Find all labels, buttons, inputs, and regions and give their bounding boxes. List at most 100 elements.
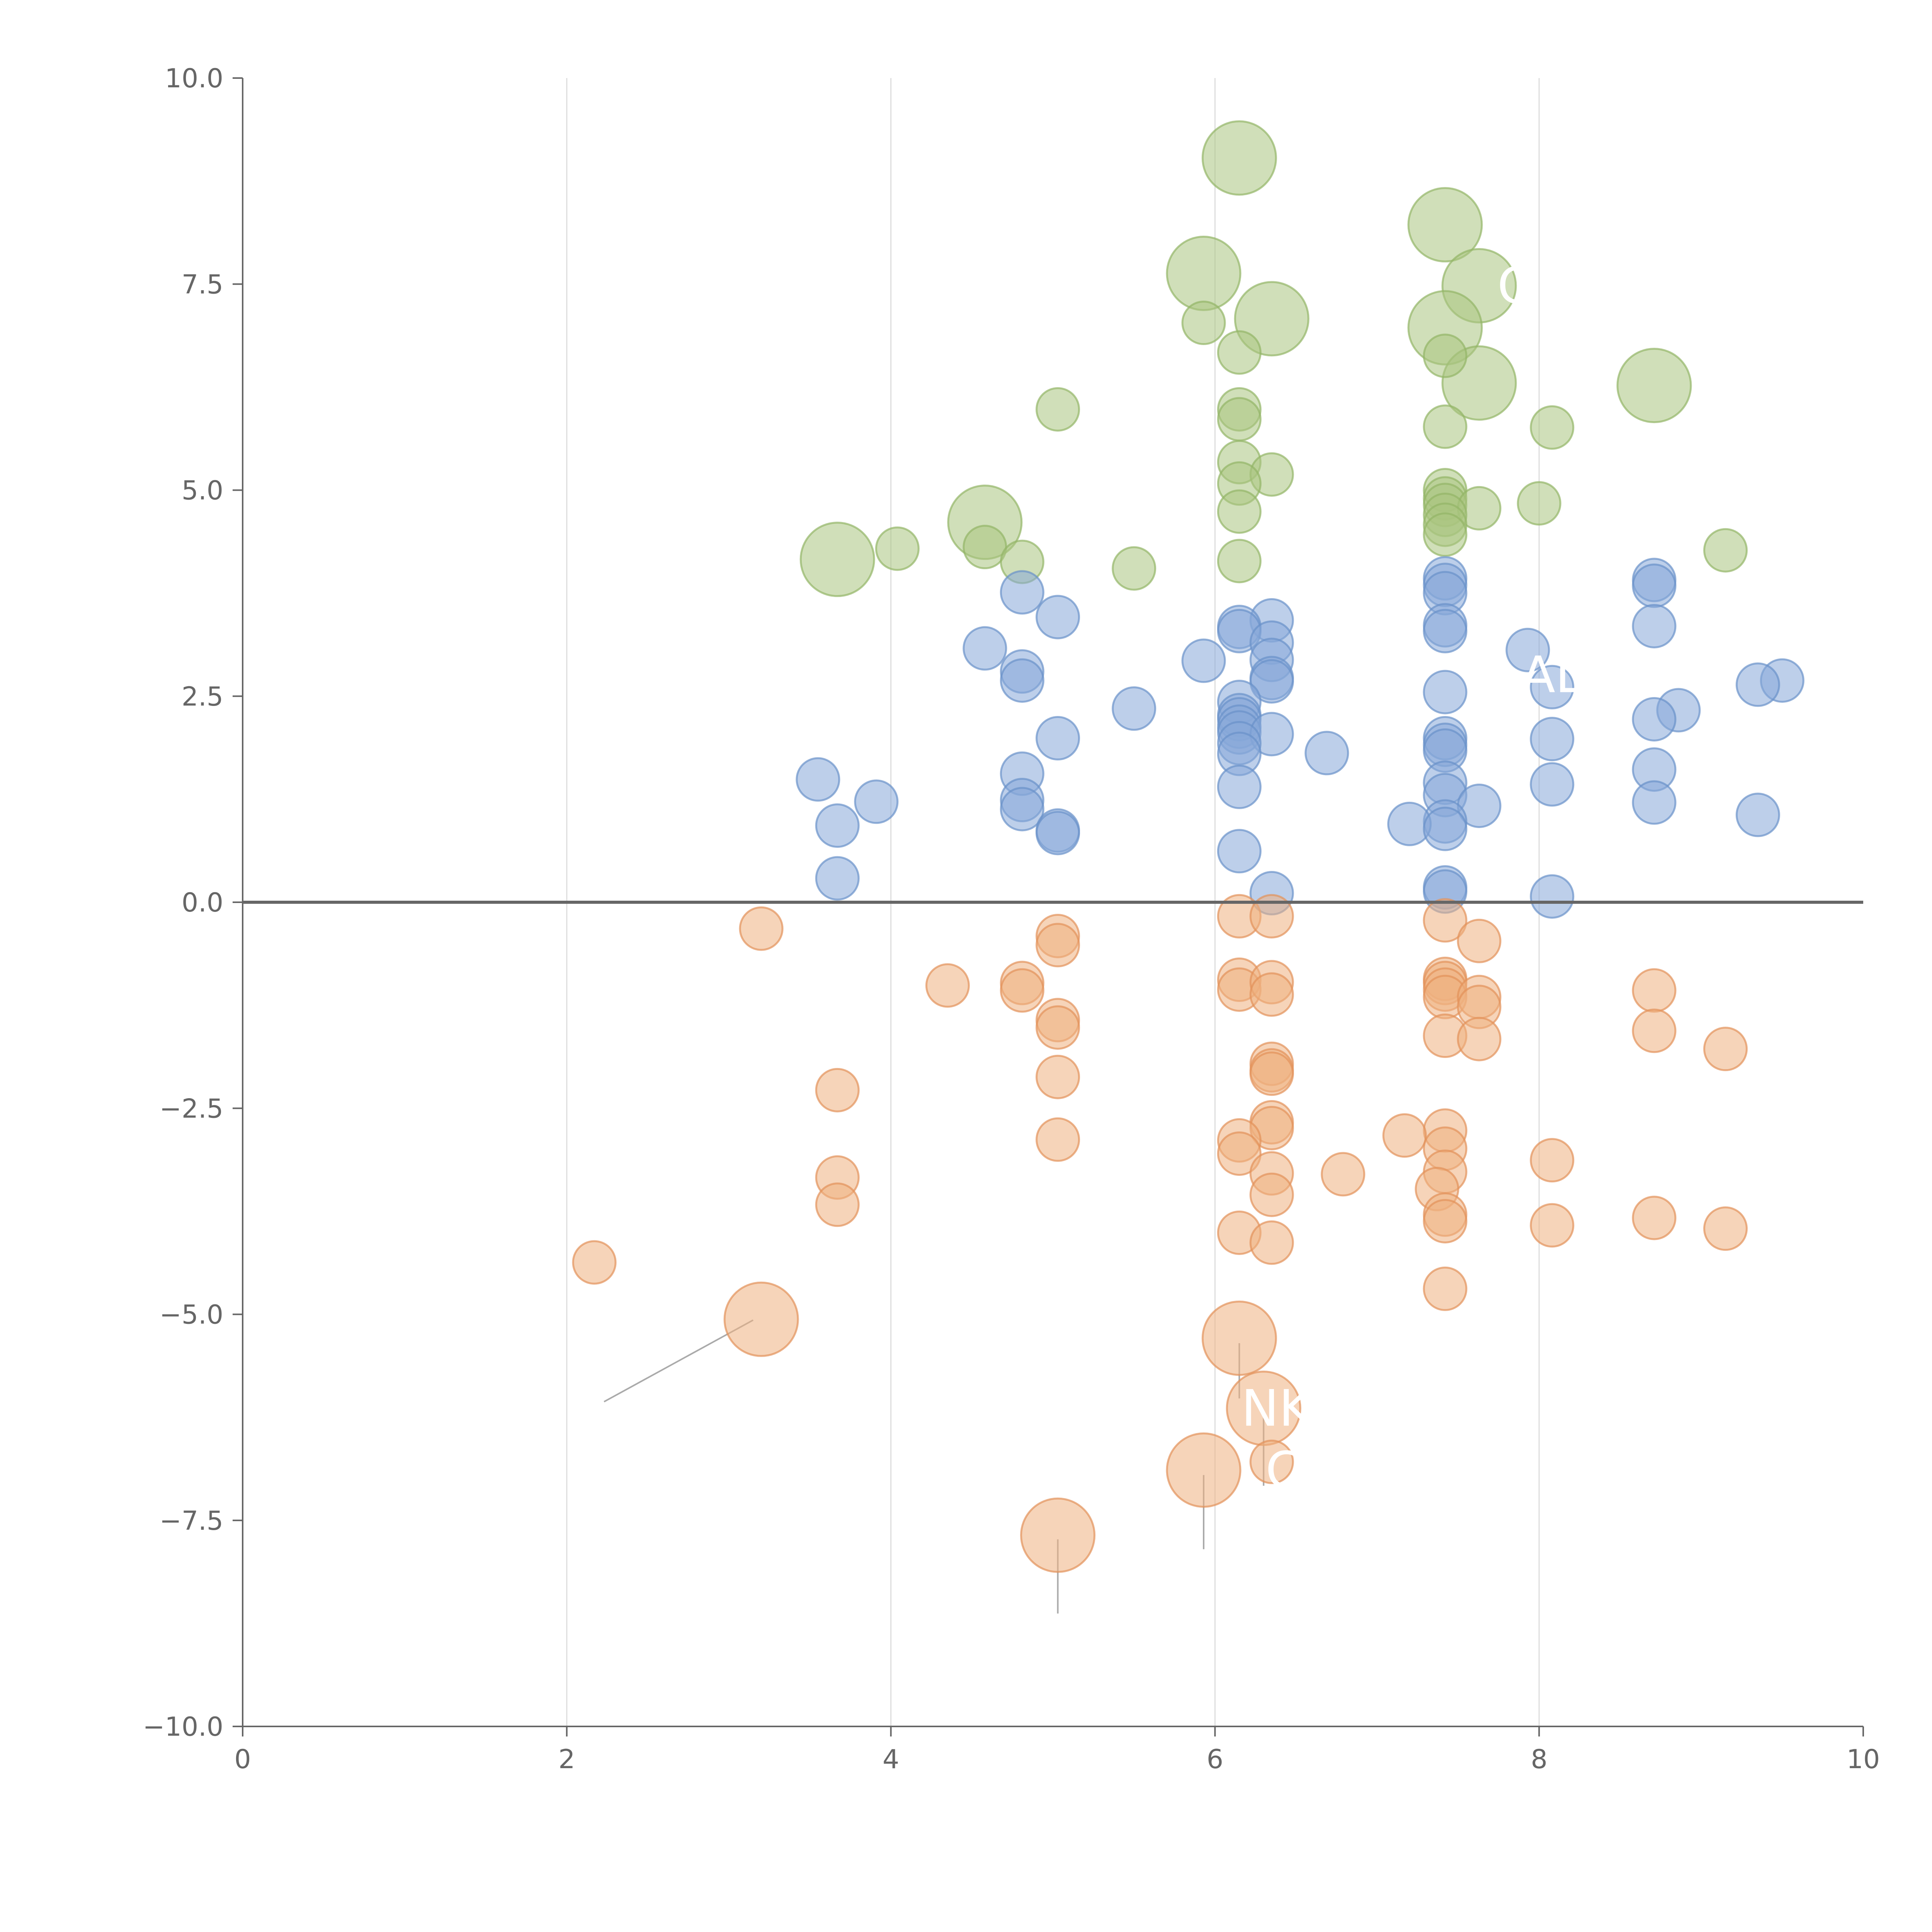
scatter-point	[1423, 898, 1468, 943]
scatter-point	[1036, 716, 1080, 761]
scatter-point	[572, 1240, 617, 1285]
scatter-point	[1249, 1220, 1294, 1265]
x-tick-label: 4	[883, 1744, 899, 1775]
point-label: NK	[1242, 1379, 1313, 1438]
scatter-point	[815, 856, 860, 901]
scatter-point	[723, 1281, 799, 1357]
scatter-point	[1382, 1113, 1427, 1158]
scatter-point	[1036, 1117, 1080, 1162]
scatter-point	[1036, 387, 1080, 432]
scatter-point	[1000, 968, 1044, 1013]
scatter-point	[1304, 731, 1349, 776]
y-tick-label: 10.0	[165, 63, 223, 94]
scatter-point	[1632, 604, 1677, 648]
scatter-point	[854, 779, 899, 824]
scatter-point	[1217, 489, 1262, 534]
scatter-point	[1703, 1027, 1748, 1071]
y-ticks: −10.0 −7.5 −5.0 −2.5 0.0 2.5 5.0 7.5 10.0	[143, 63, 243, 1742]
scatter-point	[1020, 1497, 1096, 1573]
scatter-point	[1321, 1152, 1366, 1197]
scatter-point	[796, 757, 840, 802]
scatter-point	[1036, 595, 1080, 639]
y-tick-label: −10.0	[143, 1712, 223, 1742]
scatter-point	[1181, 301, 1226, 345]
x-tick-label: 10	[1847, 1744, 1880, 1775]
scatter-point	[1249, 659, 1294, 704]
scatter-point	[1423, 1266, 1468, 1311]
scatter-point	[1423, 512, 1468, 557]
scatter-point	[1632, 968, 1677, 1013]
scatter-point	[1217, 829, 1262, 874]
scatter-point	[1530, 874, 1575, 919]
scatter-point	[1703, 528, 1748, 573]
x-ticks: 0 2 4 6 8 10	[234, 1726, 1880, 1775]
scatter-point	[1616, 348, 1692, 423]
scatter-point	[1036, 923, 1080, 968]
scatter-point	[1457, 1017, 1502, 1061]
scatter-point	[1217, 1131, 1262, 1176]
y-tick-label: 5.0	[182, 476, 223, 506]
point-label: C	[1497, 257, 1532, 315]
y-tick-label: 7.5	[182, 269, 223, 300]
point-label: C	[1265, 1441, 1301, 1500]
scatter-point	[1217, 539, 1262, 583]
scatter-point	[1249, 894, 1294, 939]
scatter-point	[1423, 609, 1468, 653]
scatter-point	[1530, 1138, 1575, 1183]
y-tick-label: −5.0	[160, 1300, 223, 1330]
scatter-point	[1181, 638, 1226, 683]
point-label: AL	[1521, 645, 1583, 704]
scatter-point	[1530, 405, 1575, 450]
x-tick-label: 0	[234, 1744, 251, 1775]
scatter-point	[1505, 628, 1550, 672]
scatter-point	[1036, 1005, 1080, 1050]
scatter-point	[1517, 481, 1561, 526]
scatter-point	[1112, 546, 1156, 591]
y-tick-label: −2.5	[160, 1094, 223, 1124]
x-tick-label: 6	[1207, 1744, 1223, 1775]
scatter-point	[1530, 1203, 1575, 1248]
scatter-point	[1735, 793, 1780, 837]
y-tick-label: 2.5	[182, 682, 223, 712]
scatter-point	[1632, 563, 1677, 608]
scatter-point	[1000, 570, 1044, 615]
scatter-point	[1423, 670, 1468, 714]
scatter-point	[925, 963, 970, 1008]
data-points	[572, 120, 1804, 1573]
scatter-point	[1217, 397, 1262, 442]
x-tick-label: 8	[1531, 1744, 1548, 1775]
scatter-point	[799, 522, 875, 597]
scatter-point	[1423, 806, 1468, 851]
scatter-point	[1632, 697, 1677, 742]
scatter-point	[963, 525, 1007, 570]
scatter-point	[1166, 236, 1242, 311]
scatter-point	[1217, 330, 1262, 375]
scatter-point	[1217, 764, 1262, 809]
scatter-point	[1423, 1199, 1468, 1243]
scatter-point	[1112, 686, 1156, 731]
scatter-point	[815, 803, 860, 848]
scatter-point	[875, 526, 920, 571]
scatter-point	[1632, 1009, 1677, 1053]
scatter-point	[1703, 1206, 1748, 1251]
scatter-point	[815, 1068, 860, 1112]
scatter-point	[1632, 1196, 1677, 1240]
scatter-point	[1000, 658, 1044, 703]
scatter-point	[1166, 1432, 1242, 1508]
scatter-point	[1632, 780, 1677, 825]
y-tick-label: 0.0	[182, 888, 223, 918]
scatter-point	[1036, 1054, 1080, 1099]
scatter-point	[1530, 717, 1575, 762]
scatter-point	[1036, 811, 1080, 855]
scatter-point	[1249, 1439, 1294, 1484]
scatter-point	[1249, 972, 1294, 1017]
scatter-point	[1407, 187, 1483, 263]
scatter-point	[1423, 404, 1468, 449]
scatter-point	[1000, 787, 1044, 832]
scatter-point	[1423, 333, 1468, 378]
scatter-point	[1735, 662, 1780, 707]
scatter-point	[1249, 1051, 1294, 1096]
scatter-point	[1201, 1300, 1277, 1376]
scatter-point	[1457, 918, 1502, 963]
